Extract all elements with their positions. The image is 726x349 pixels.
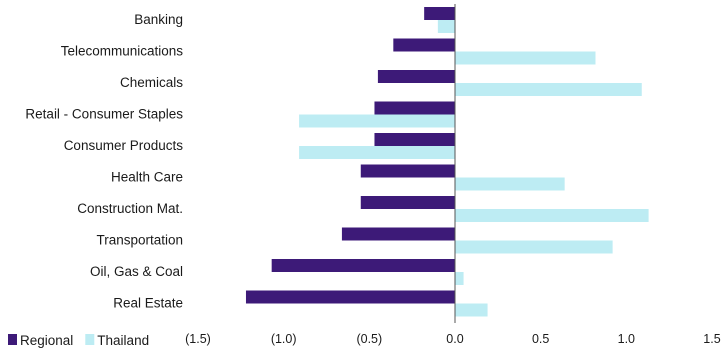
x-tick-label: 1.5 [703, 332, 720, 346]
category-label-banking: Banking [134, 12, 183, 27]
x-tick-label: 0.5 [532, 332, 549, 346]
legend: Regional Thailand [8, 333, 149, 348]
category-label-transportation: Transportation [96, 233, 183, 248]
bar-thailand-health-care [455, 177, 565, 191]
legend-swatch-thailand [85, 334, 95, 345]
x-axis-ticks: (1.5) (1.0) (0.5) 0.0 0.5 1.0 1.5 [185, 332, 721, 346]
legend-label-regional: Regional [20, 333, 73, 348]
category-label-telecommunications: Telecommunications [61, 44, 184, 59]
category-label-oil-gas-coal: Oil, Gas & Coal [90, 264, 183, 279]
category-label-consumer-products: Consumer Products [64, 138, 184, 153]
bar-regional-chemicals [377, 70, 455, 83]
bar-regional-telecommunications [393, 38, 455, 52]
bar-regional-banking [424, 7, 455, 20]
x-tick-label: (1.5) [185, 332, 211, 346]
bar-thailand-real-estate [455, 303, 488, 317]
bar-regional-retail-consumer-staples [374, 101, 455, 115]
bar-thailand-consumer-products [299, 146, 455, 159]
bar-thailand-construction-mat [455, 209, 649, 222]
bar-regional-consumer-products [374, 133, 455, 146]
bar-thailand-oil-gas-coal [455, 272, 464, 285]
category-label-retail-consumer-staples: Retail - Consumer Staples [25, 107, 183, 122]
x-tick-label: (0.5) [356, 332, 382, 346]
bar-regional-real-estate [245, 290, 455, 304]
bar-regional-transportation [341, 227, 455, 241]
bar-thailand-banking [437, 20, 455, 33]
bar-regional-health-care [360, 164, 455, 178]
x-tick-label: 0.0 [446, 332, 463, 346]
category-label-chemicals: Chemicals [120, 75, 183, 90]
category-labels: Banking Telecommunications Chemicals Retail… [25, 12, 183, 311]
category-label-real-estate: Real Estate [113, 296, 183, 311]
x-tick-label: 1.0 [618, 332, 635, 346]
category-label-health-care: Health Care [111, 170, 183, 185]
category-label-construction-mat: Construction Mat. [77, 201, 183, 216]
bar-thailand-transportation [455, 240, 613, 254]
bar-thailand-chemicals [455, 83, 642, 96]
bar-regional-construction-mat [360, 196, 455, 209]
legend-swatch-regional [8, 334, 17, 345]
bar-thailand-retail-consumer-staples [299, 114, 455, 128]
legend-label-thailand: Thailand [97, 333, 149, 348]
bar-thailand-telecommunications [455, 51, 596, 65]
bar-regional-oil-gas-coal [271, 259, 455, 272]
x-tick-label: (1.0) [271, 332, 297, 346]
bars-group [245, 7, 649, 317]
